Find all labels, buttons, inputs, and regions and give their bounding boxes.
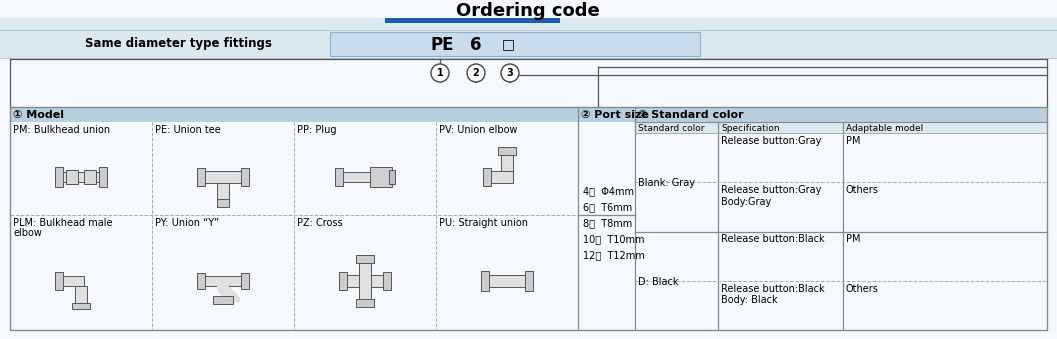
Bar — [525, 271, 533, 291]
Bar — [219, 287, 231, 293]
Circle shape — [467, 64, 485, 82]
Text: PZ: Cross: PZ: Cross — [297, 218, 342, 228]
Bar — [335, 167, 344, 185]
Bar — [344, 275, 387, 286]
Text: Release button:Black
Body: Black: Release button:Black Body: Black — [721, 284, 824, 305]
Text: PLM: Bulkhead male: PLM: Bulkhead male — [13, 218, 112, 228]
Text: Same diameter type fittings: Same diameter type fittings — [85, 37, 272, 50]
Text: 6: 6 — [470, 36, 482, 54]
Text: PM: Bulkhead union: PM: Bulkhead union — [13, 125, 110, 135]
Bar — [226, 295, 238, 299]
Bar — [370, 166, 392, 186]
Bar — [385, 18, 560, 23]
Bar — [389, 170, 395, 183]
Bar — [10, 107, 1047, 330]
Bar — [197, 273, 205, 288]
Text: Adaptable model: Adaptable model — [846, 124, 923, 133]
Bar — [84, 170, 96, 183]
Text: 10：  Τ10mm: 10： Τ10mm — [583, 234, 645, 244]
Text: Release button:Gray
Body:Gray: Release button:Gray Body:Gray — [721, 185, 821, 207]
Text: PM: PM — [846, 136, 860, 146]
Bar — [217, 285, 229, 291]
Bar — [228, 297, 240, 301]
Circle shape — [431, 64, 449, 82]
Circle shape — [501, 64, 519, 82]
Bar — [201, 276, 245, 285]
Text: Specification: Specification — [721, 124, 780, 133]
Text: PP: Plug: PP: Plug — [297, 125, 336, 135]
Text: 2: 2 — [472, 68, 480, 78]
Bar — [201, 171, 245, 182]
Bar — [222, 291, 234, 296]
Bar — [55, 272, 63, 290]
Bar — [221, 290, 233, 295]
Bar — [75, 285, 87, 305]
Bar — [330, 32, 700, 56]
Bar — [501, 151, 513, 171]
Text: PE: Union tee: PE: Union tee — [155, 125, 221, 135]
Bar — [356, 255, 374, 262]
Text: 4：  Φ4mm: 4： Φ4mm — [583, 186, 634, 196]
Text: PE: PE — [430, 36, 453, 54]
Bar — [0, 18, 1057, 30]
Bar — [10, 107, 1047, 122]
Bar — [217, 182, 229, 202]
Bar — [0, 30, 1057, 58]
Text: Standard color: Standard color — [638, 124, 705, 133]
Bar — [359, 259, 371, 302]
Text: 6：  Τ6mm: 6： Τ6mm — [583, 202, 632, 212]
Bar — [383, 272, 391, 290]
Bar — [227, 296, 239, 300]
Text: PU: Straight union: PU: Straight union — [439, 218, 528, 228]
Text: PV: Union elbow: PV: Union elbow — [439, 125, 518, 135]
Text: □: □ — [502, 37, 515, 51]
Bar — [498, 146, 516, 155]
Text: 12：  Τ12mm: 12： Τ12mm — [583, 250, 645, 260]
Bar — [214, 296, 233, 303]
Bar — [241, 273, 249, 288]
Text: Others: Others — [846, 185, 878, 195]
Text: ① Model: ① Model — [13, 110, 64, 120]
Text: Blank: Gray: Blank: Gray — [638, 178, 696, 188]
Bar — [339, 272, 347, 290]
Text: ③ Standard color: ③ Standard color — [638, 110, 744, 120]
Bar — [55, 166, 63, 186]
Text: 8：  Τ8mm: 8： Τ8mm — [583, 218, 632, 228]
Bar — [59, 276, 84, 285]
Bar — [197, 167, 205, 185]
Text: PY: Union “Y”: PY: Union “Y” — [155, 218, 219, 228]
Bar — [481, 271, 489, 291]
Text: Ordering code: Ordering code — [457, 2, 600, 20]
Text: 1: 1 — [437, 68, 443, 78]
Bar — [356, 299, 374, 306]
Text: Release button:Gray: Release button:Gray — [721, 136, 821, 146]
Text: elbow: elbow — [13, 228, 42, 238]
Bar — [241, 167, 249, 185]
Bar — [224, 293, 236, 298]
Text: 3: 3 — [506, 68, 514, 78]
Text: Release button:Black: Release button:Black — [721, 235, 824, 244]
Text: ② Port size: ② Port size — [581, 110, 649, 120]
Text: D: Black: D: Black — [638, 277, 679, 287]
Bar — [223, 292, 235, 297]
Bar — [217, 199, 229, 206]
Bar — [218, 286, 230, 292]
Bar — [481, 275, 533, 286]
Text: PM: PM — [846, 235, 860, 244]
Text: Others: Others — [846, 284, 878, 294]
Bar — [335, 172, 375, 181]
Bar — [635, 122, 1047, 133]
Bar — [225, 294, 237, 299]
Bar — [66, 170, 78, 183]
Bar — [483, 167, 492, 185]
Bar — [72, 302, 90, 308]
Bar — [99, 166, 107, 186]
Bar — [55, 172, 107, 181]
Bar — [220, 288, 231, 294]
Bar — [487, 171, 513, 182]
